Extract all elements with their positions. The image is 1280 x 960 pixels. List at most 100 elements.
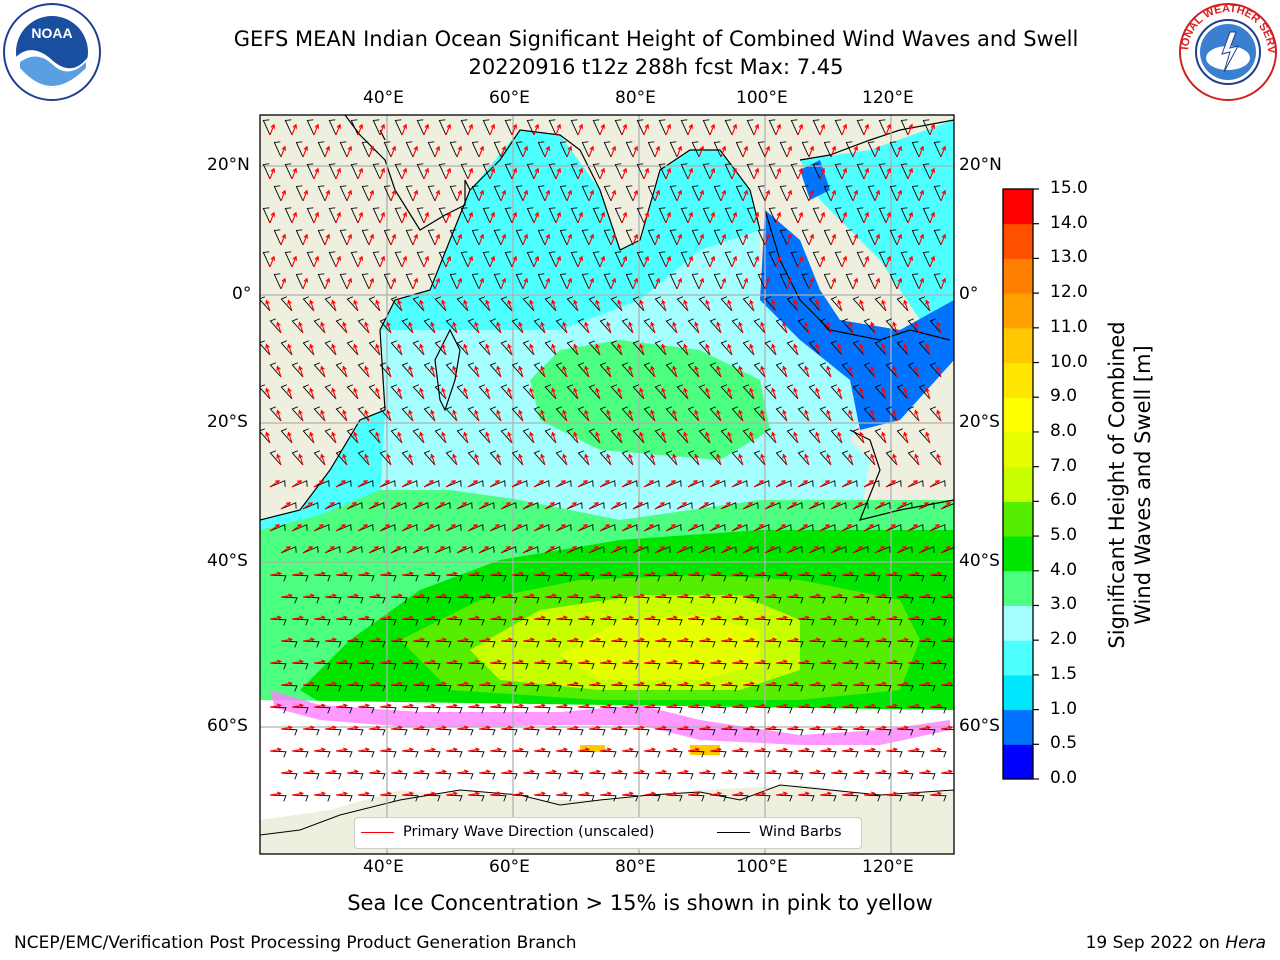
wind-barb bbox=[698, 340, 711, 356]
wave-direction-arrow bbox=[731, 659, 745, 665]
wind-barb bbox=[456, 640, 474, 648]
wave-direction-arrow bbox=[269, 615, 283, 621]
wave-direction-arrow bbox=[518, 453, 524, 466]
wind-barb bbox=[874, 728, 892, 736]
wind-barb bbox=[511, 750, 529, 758]
wind-barb bbox=[544, 728, 562, 736]
wind-barb bbox=[368, 428, 381, 444]
wave-direction-arrow bbox=[324, 277, 331, 290]
wind-barb bbox=[335, 480, 352, 488]
wind-barb bbox=[940, 772, 954, 775]
colorbar-segment bbox=[1003, 293, 1033, 329]
wave-direction-arrow bbox=[665, 659, 679, 665]
wave-direction-arrow bbox=[423, 255, 430, 268]
wind-barb bbox=[302, 596, 320, 604]
wind-barb bbox=[379, 450, 392, 466]
wave-direction-arrow bbox=[368, 502, 380, 510]
wave-direction-arrow bbox=[412, 145, 419, 158]
wind-barb bbox=[790, 119, 799, 136]
wave-direction-arrow bbox=[496, 365, 502, 378]
wave-direction-arrow bbox=[379, 123, 386, 136]
wave-direction-arrow bbox=[628, 365, 634, 378]
wave-direction-arrow bbox=[683, 431, 689, 444]
wave-direction-arrow bbox=[632, 233, 639, 246]
wind-barb bbox=[867, 229, 876, 246]
wind-barb bbox=[922, 251, 931, 268]
wave-direction-arrow bbox=[357, 747, 371, 753]
wave-direction-arrow bbox=[676, 189, 683, 202]
wave-direction-arrow bbox=[628, 453, 634, 466]
wave-direction-arrow bbox=[654, 725, 668, 731]
wind-barb bbox=[548, 119, 557, 136]
wave-direction-arrow bbox=[819, 747, 833, 753]
wind-barb bbox=[790, 163, 799, 180]
wave-direction-arrow bbox=[599, 255, 606, 268]
wind-barb bbox=[467, 574, 485, 582]
wind-barb bbox=[379, 750, 397, 758]
wind-barb bbox=[654, 340, 667, 356]
wind-barb bbox=[713, 185, 722, 202]
wind-barb bbox=[482, 251, 491, 268]
wave-direction-arrow bbox=[313, 123, 320, 136]
wind-barb bbox=[724, 163, 733, 180]
wave-direction-arrow bbox=[346, 725, 360, 731]
wave-direction-arrow bbox=[386, 409, 392, 422]
wave-direction-arrow bbox=[291, 211, 298, 224]
wind-barb bbox=[643, 450, 656, 466]
wave-direction-arrow bbox=[441, 343, 447, 356]
wind-barb bbox=[280, 384, 293, 400]
wave-direction-arrow bbox=[775, 791, 789, 797]
wave-direction-arrow bbox=[874, 637, 888, 643]
wind-barb bbox=[779, 141, 788, 158]
wave-direction-arrow bbox=[907, 123, 914, 136]
colorbar bbox=[1002, 188, 1039, 780]
wind-barb bbox=[757, 273, 766, 290]
wind-barb bbox=[482, 119, 491, 136]
wave-direction-arrow bbox=[401, 747, 415, 753]
wind-barb bbox=[537, 229, 546, 246]
wave-direction-arrow bbox=[324, 233, 331, 246]
wind-barb bbox=[808, 502, 825, 510]
wind-barb bbox=[643, 794, 661, 802]
wave-direction-arrow bbox=[500, 502, 512, 510]
wind-barb bbox=[357, 524, 374, 532]
wave-direction-arrow bbox=[650, 321, 656, 334]
wind-barb bbox=[709, 480, 726, 488]
wave-direction-arrow bbox=[357, 571, 371, 577]
wave-direction-arrow bbox=[346, 233, 353, 246]
wave-direction-arrow bbox=[775, 615, 789, 621]
wind-barb bbox=[379, 480, 396, 488]
wave-direction-arrow bbox=[511, 480, 523, 488]
wind-barb bbox=[643, 750, 661, 758]
wind-barb bbox=[269, 524, 286, 532]
wind-barb bbox=[720, 640, 738, 648]
wind-barb bbox=[918, 340, 931, 356]
wind-barb bbox=[830, 384, 843, 400]
wave-direction-arrow bbox=[819, 615, 833, 621]
wind-barb bbox=[709, 706, 727, 714]
wave-direction-arrow bbox=[588, 593, 602, 599]
wave-direction-arrow bbox=[551, 343, 557, 356]
wind-barb bbox=[790, 251, 799, 268]
wind-barb bbox=[808, 684, 826, 692]
wave-direction-arrow bbox=[456, 681, 470, 687]
wave-direction-arrow bbox=[544, 145, 551, 158]
wave-direction-arrow bbox=[764, 189, 771, 202]
wind-barb bbox=[786, 728, 804, 736]
wave-direction-arrow bbox=[687, 615, 701, 621]
wind-barb bbox=[687, 574, 705, 582]
wave-direction-arrow bbox=[518, 409, 524, 422]
wind-barb bbox=[819, 706, 837, 714]
wave-direction-arrow bbox=[665, 167, 672, 180]
wind-barb bbox=[533, 480, 550, 488]
wave-direction-arrow bbox=[555, 571, 569, 577]
wind-barb bbox=[918, 502, 935, 510]
wind-barb bbox=[709, 794, 727, 802]
wave-direction-arrow bbox=[566, 189, 573, 202]
wave-direction-arrow bbox=[863, 615, 877, 621]
wave-direction-arrow bbox=[698, 681, 712, 687]
wind-barb bbox=[460, 163, 469, 180]
wave-direction-arrow bbox=[617, 431, 623, 444]
wind-barb bbox=[423, 524, 440, 532]
